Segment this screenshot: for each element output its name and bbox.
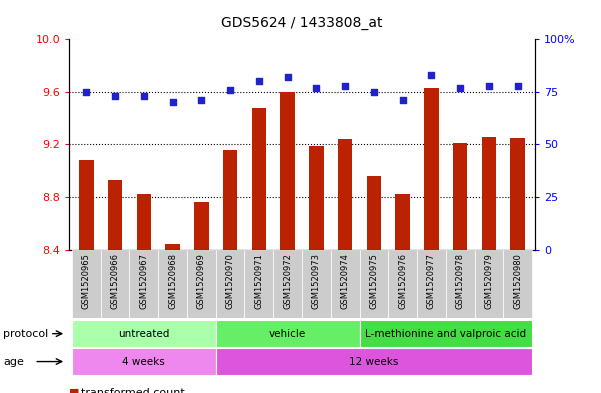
Point: [225, 86, 235, 93]
Bar: [475, 250, 503, 318]
Text: GSM1520968: GSM1520968: [168, 253, 177, 309]
Text: 12 weeks: 12 weeks: [349, 356, 398, 367]
Point: [427, 72, 436, 78]
Text: GSM1520971: GSM1520971: [254, 253, 263, 309]
Text: GDS5624 / 1433808_at: GDS5624 / 1433808_at: [221, 16, 383, 30]
Text: GSM1520972: GSM1520972: [283, 253, 292, 309]
Text: protocol: protocol: [3, 329, 48, 339]
Point: [456, 84, 465, 91]
Bar: [367, 176, 381, 250]
Bar: [424, 88, 439, 250]
Point: [398, 97, 407, 103]
Bar: [216, 250, 245, 318]
Bar: [446, 250, 475, 318]
Bar: [388, 250, 417, 318]
Text: GSM1520980: GSM1520980: [513, 253, 522, 309]
Text: age: age: [3, 356, 24, 367]
Point: [369, 89, 379, 95]
Bar: [129, 250, 158, 318]
Bar: [302, 250, 331, 318]
Point: [513, 83, 522, 89]
Text: 4 weeks: 4 weeks: [123, 356, 165, 367]
Text: GSM1520974: GSM1520974: [341, 253, 350, 309]
Bar: [187, 250, 216, 318]
Text: GSM1520978: GSM1520978: [456, 253, 465, 309]
Text: GSM1520976: GSM1520976: [398, 253, 407, 309]
Text: GSM1520979: GSM1520979: [484, 253, 493, 309]
Bar: [395, 195, 410, 250]
Bar: [309, 146, 323, 250]
Bar: [453, 143, 468, 250]
Point: [168, 99, 177, 105]
Text: GSM1520966: GSM1520966: [111, 253, 120, 309]
Bar: [331, 250, 359, 318]
Text: GSM1520965: GSM1520965: [82, 253, 91, 309]
Bar: [273, 250, 302, 318]
Text: GSM1520973: GSM1520973: [312, 253, 321, 309]
Bar: [481, 136, 496, 250]
Text: untreated: untreated: [118, 329, 169, 339]
Point: [111, 93, 120, 99]
Text: GSM1520977: GSM1520977: [427, 253, 436, 309]
Bar: [194, 202, 209, 250]
Bar: [510, 138, 525, 250]
Bar: [101, 250, 129, 318]
Bar: [245, 250, 273, 318]
Bar: [417, 250, 446, 318]
Bar: [223, 150, 237, 250]
Text: L-methionine and valproic acid: L-methionine and valproic acid: [365, 329, 526, 339]
Text: vehicle: vehicle: [269, 329, 307, 339]
Point: [311, 84, 321, 91]
Point: [283, 74, 293, 80]
Point: [82, 89, 91, 95]
Point: [340, 83, 350, 89]
Text: GSM1520975: GSM1520975: [370, 253, 379, 309]
Point: [197, 97, 206, 103]
Text: ■: ■: [69, 387, 79, 393]
Point: [484, 83, 493, 89]
Bar: [281, 92, 295, 250]
Bar: [338, 139, 352, 250]
Text: GSM1520967: GSM1520967: [139, 253, 148, 309]
Bar: [108, 180, 123, 250]
Point: [254, 78, 264, 84]
Text: GSM1520969: GSM1520969: [197, 253, 206, 309]
Point: [139, 93, 148, 99]
Bar: [165, 244, 180, 250]
Bar: [79, 160, 94, 250]
Text: transformed count: transformed count: [81, 387, 185, 393]
Text: GSM1520970: GSM1520970: [225, 253, 234, 309]
Bar: [136, 195, 151, 250]
Bar: [158, 250, 187, 318]
Bar: [72, 250, 101, 318]
Bar: [359, 250, 388, 318]
Bar: [252, 108, 266, 250]
Bar: [503, 250, 532, 318]
